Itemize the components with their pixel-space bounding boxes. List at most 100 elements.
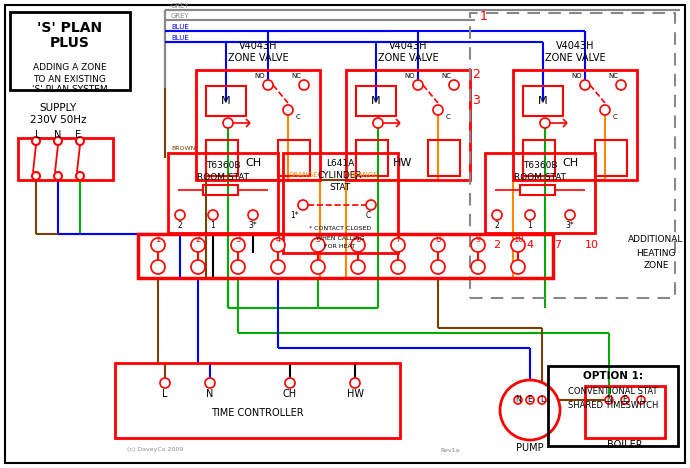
Text: NO: NO	[255, 73, 266, 79]
Text: E: E	[528, 395, 533, 404]
Text: C: C	[295, 114, 300, 120]
Bar	[10, 12, 130, 90]
Circle shape	[514, 396, 522, 404]
Circle shape	[191, 260, 205, 274]
Text: NC: NC	[441, 73, 451, 79]
Text: PUMP: PUMP	[516, 443, 544, 453]
Text: N: N	[55, 130, 61, 140]
Circle shape	[205, 378, 215, 388]
Text: 1*: 1*	[290, 211, 299, 219]
Circle shape	[525, 210, 535, 220]
Text: ADDING A ZONE: ADDING A ZONE	[33, 64, 107, 73]
Circle shape	[565, 210, 575, 220]
Text: BLUE: BLUE	[171, 35, 189, 41]
Circle shape	[32, 172, 40, 180]
Text: 7: 7	[555, 240, 562, 250]
Text: ROOM STAT: ROOM STAT	[514, 173, 566, 182]
Bar	[595, 140, 627, 176]
Circle shape	[231, 238, 245, 252]
Text: BOILER: BOILER	[607, 440, 643, 450]
Circle shape	[471, 238, 485, 252]
Text: C: C	[446, 114, 451, 120]
Text: C: C	[613, 114, 618, 120]
Circle shape	[511, 238, 525, 252]
Text: TO AN EXISTING: TO AN EXISTING	[34, 74, 106, 83]
Text: M: M	[538, 96, 548, 106]
Circle shape	[540, 118, 550, 128]
Circle shape	[637, 396, 645, 404]
Text: HEATING: HEATING	[636, 249, 676, 257]
Circle shape	[621, 396, 629, 404]
Circle shape	[492, 210, 502, 220]
Circle shape	[351, 238, 365, 252]
Circle shape	[511, 260, 525, 274]
Bar	[520, 185, 555, 195]
Circle shape	[605, 396, 613, 404]
Circle shape	[208, 210, 218, 220]
Bar	[485, 153, 595, 233]
Text: 9: 9	[475, 235, 481, 244]
Text: CH: CH	[245, 158, 261, 168]
Text: V4043H: V4043H	[239, 41, 277, 51]
Bar	[356, 86, 396, 116]
Circle shape	[373, 118, 383, 128]
Bar	[428, 140, 460, 176]
Text: NO: NO	[572, 73, 582, 79]
Bar	[548, 366, 678, 446]
Circle shape	[223, 118, 233, 128]
Circle shape	[351, 260, 365, 274]
Text: L641A: L641A	[326, 159, 354, 168]
Text: ZONE: ZONE	[643, 261, 669, 270]
Text: 'S' PLAN: 'S' PLAN	[37, 21, 103, 35]
Text: 2: 2	[493, 240, 500, 250]
Text: NC: NC	[291, 73, 301, 79]
Text: 'S' PLAN SYSTEM: 'S' PLAN SYSTEM	[32, 86, 108, 95]
Text: ORANGE: ORANGE	[288, 172, 318, 178]
Circle shape	[526, 396, 534, 404]
Text: ZONE VALVE: ZONE VALVE	[228, 53, 288, 63]
Circle shape	[433, 105, 443, 115]
Circle shape	[76, 137, 84, 145]
Text: L: L	[35, 130, 41, 140]
Bar	[115, 363, 400, 438]
Text: (c) DaveyCo 2009: (c) DaveyCo 2009	[127, 447, 183, 453]
Circle shape	[263, 80, 273, 90]
Circle shape	[151, 238, 165, 252]
Circle shape	[231, 260, 245, 274]
Bar	[513, 70, 637, 180]
Text: GREY: GREY	[170, 3, 189, 9]
Text: E: E	[622, 395, 627, 404]
Circle shape	[311, 260, 325, 274]
Text: BROWN: BROWN	[171, 146, 195, 151]
Circle shape	[298, 200, 308, 210]
Bar	[168, 153, 278, 233]
Text: ZONE VALVE: ZONE VALVE	[377, 53, 438, 63]
Text: 10: 10	[513, 235, 523, 244]
Text: T6360B: T6360B	[523, 161, 558, 169]
Text: V4043H: V4043H	[555, 41, 594, 51]
Text: 1: 1	[528, 220, 533, 229]
Text: CH: CH	[562, 158, 578, 168]
Circle shape	[283, 105, 293, 115]
Text: 4: 4	[275, 235, 281, 244]
Bar	[206, 140, 238, 176]
Text: 1: 1	[155, 235, 161, 244]
Text: V4043H: V4043H	[388, 41, 427, 51]
Circle shape	[391, 238, 405, 252]
Text: 2: 2	[472, 68, 480, 81]
Text: M: M	[221, 96, 231, 106]
Bar	[356, 140, 388, 176]
Text: SUPPLY: SUPPLY	[39, 103, 77, 113]
Text: ZONE VALVE: ZONE VALVE	[544, 53, 605, 63]
Circle shape	[151, 260, 165, 274]
Text: Rev1a: Rev1a	[440, 447, 460, 453]
Text: * CONTACT CLOSED: * CONTACT CLOSED	[309, 226, 371, 231]
Text: 7: 7	[395, 235, 401, 244]
Text: L: L	[639, 395, 643, 404]
Text: FOR HEAT: FOR HEAT	[324, 244, 355, 249]
Text: 1: 1	[480, 9, 488, 22]
Circle shape	[271, 260, 285, 274]
Circle shape	[366, 200, 376, 210]
Bar	[346, 70, 470, 180]
Text: E: E	[75, 130, 81, 140]
